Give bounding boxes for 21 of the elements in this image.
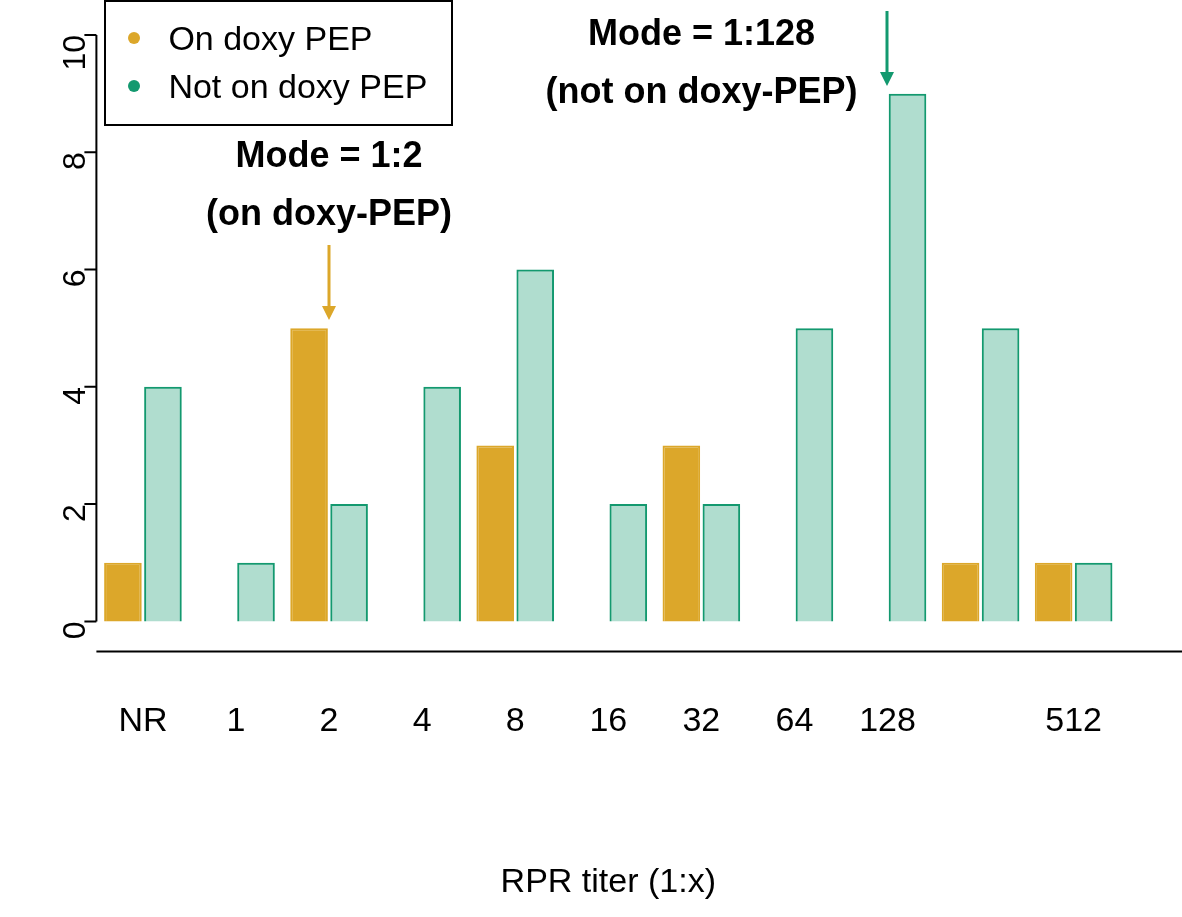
y-tick-label: 8	[56, 152, 93, 171]
annotation: Mode = 1:128 (not on doxy-PEP)	[545, 12, 858, 111]
x-tick-label: 1	[226, 700, 246, 739]
x-tick-label: 16	[589, 700, 628, 739]
x-tick-label: 512	[1045, 700, 1102, 739]
y-tick-label: 10	[56, 35, 93, 71]
x-tick-label: 2	[319, 700, 339, 739]
annotation: Mode = 1:2 (on doxy-PEP)	[206, 134, 453, 234]
x-tick-label: 64	[775, 700, 814, 739]
x-tick-label: NR	[118, 700, 168, 739]
x-tick-label: 128	[859, 700, 916, 739]
y-tick-label: 6	[56, 269, 93, 288]
y-tick-label: 2	[56, 504, 93, 522]
legend-label: Not on doxy PEP	[168, 66, 428, 107]
y-tick-label: 4	[56, 386, 93, 405]
x-tick-label: 8	[505, 700, 525, 739]
x-axis-title: RPR titer (1:x)	[500, 860, 716, 899]
legend-label: On doxy PEP	[168, 18, 373, 59]
y-tick-label: 0	[56, 621, 93, 640]
x-tick-label: 32	[682, 700, 721, 739]
x-tick-label: 4	[412, 700, 432, 739]
